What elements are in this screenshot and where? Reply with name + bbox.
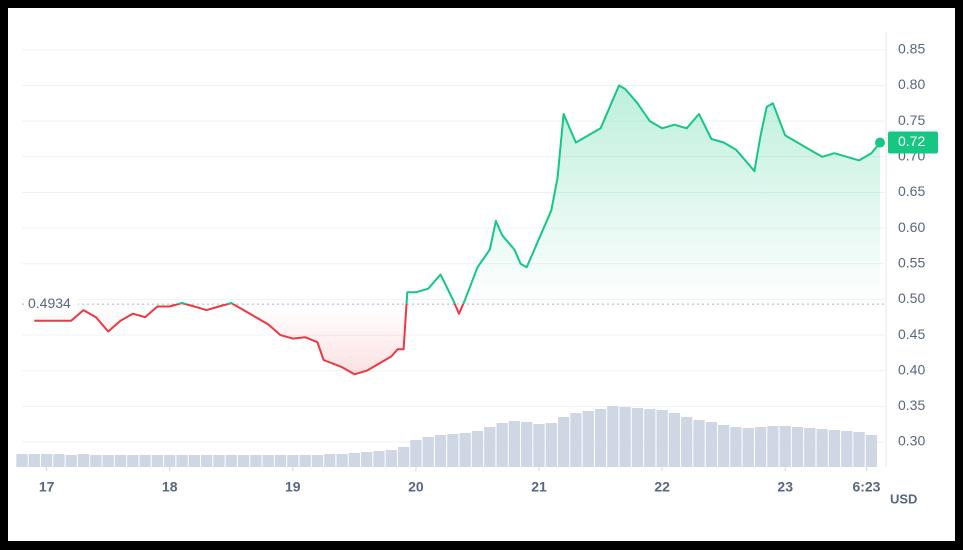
volume-bar (484, 427, 496, 467)
volume-bar (607, 406, 619, 467)
price-area (34, 85, 881, 375)
volume-bar (151, 455, 164, 467)
volume-bar (434, 435, 447, 467)
volume-bar (865, 435, 878, 467)
x-tick-label: 19 (285, 479, 301, 495)
price-tag (888, 131, 938, 154)
volume-bar (237, 455, 250, 467)
baseline-label-bg (24, 295, 78, 312)
volume-bar (545, 423, 557, 467)
y-tick-label: 0.35 (898, 397, 925, 413)
volume-bar (311, 455, 324, 467)
volume-bar (631, 408, 644, 467)
volume-bar (65, 455, 77, 467)
volume-bar (656, 410, 668, 467)
y-tick-label: 0.45 (898, 326, 925, 342)
volume-bar (816, 429, 828, 467)
volume-bar (447, 434, 459, 467)
volume-bar (521, 422, 533, 467)
x-tick-label: 22 (654, 479, 670, 495)
volume-bar (225, 455, 237, 467)
volume-bar (102, 455, 114, 467)
volume-bar (718, 425, 730, 467)
y-tick-label: 0.85 (898, 41, 925, 57)
volume-bar (693, 420, 705, 467)
volume-bar (496, 423, 508, 467)
volume-bar (201, 455, 213, 467)
volume-bar (28, 454, 40, 467)
volume-bar (250, 455, 262, 467)
volume-bar (176, 455, 188, 467)
volume-bar (619, 407, 631, 467)
volume-bar (754, 427, 767, 467)
volume-bar (767, 426, 779, 467)
volume-bar (385, 450, 397, 467)
y-tick-label: 0.55 (898, 254, 925, 270)
volume-bar (471, 431, 484, 467)
volume-bar (299, 455, 311, 467)
baseline-label: 0.4934 (28, 295, 71, 311)
volume-bar (77, 454, 90, 467)
volume-bar (324, 454, 336, 467)
volume-bar (361, 452, 373, 467)
volume-bar (730, 427, 742, 467)
volume-bar (791, 427, 804, 467)
volume-bar (410, 440, 422, 467)
volume-bar (373, 451, 385, 467)
volume-bar (287, 455, 299, 467)
x-tick-label: 20 (408, 479, 424, 495)
y-tick-label: 0.60 (898, 219, 925, 235)
x-tick-label: 6:23 (852, 479, 880, 495)
volume-bar (533, 424, 545, 467)
y-tick-label: 0.65 (898, 183, 925, 199)
volume-bar (508, 421, 521, 467)
y-tick-label: 0.75 (898, 112, 925, 128)
y-tick-label: 0.80 (898, 76, 925, 92)
volume-bar (459, 433, 471, 467)
volume-bar (841, 431, 853, 467)
x-tick-label: 21 (531, 479, 547, 495)
volume-bar (681, 417, 693, 467)
volume-bar (582, 411, 594, 467)
x-tick-label: 18 (162, 479, 178, 495)
volume-bar (558, 417, 570, 467)
volume-bar (828, 430, 841, 467)
volume-bar (139, 455, 151, 467)
volume-bar (262, 455, 274, 467)
price-tag-label: 0.72 (898, 133, 925, 149)
volume-bar (274, 455, 287, 467)
volume-bar (90, 455, 102, 467)
volume-bar (742, 428, 754, 467)
volume-bar (594, 409, 607, 467)
volume-bar (779, 426, 791, 467)
volume-bar (668, 413, 681, 467)
volume-bar (348, 453, 360, 467)
volume-bar (114, 455, 127, 467)
y-tick-label: 0.50 (898, 290, 925, 306)
volume-bar (188, 455, 200, 467)
volume-bar (570, 413, 582, 467)
volume-bar (53, 454, 65, 467)
y-tick-label: 0.30 (898, 433, 925, 449)
volume-bar (164, 455, 176, 467)
x-tick-label: 23 (777, 479, 793, 495)
volume-bar (397, 447, 410, 467)
volume-bar (853, 432, 865, 467)
volume-bar (336, 454, 348, 467)
x-tick-label: 17 (39, 479, 55, 495)
price-line (34, 84, 881, 376)
volume-bar (705, 422, 717, 467)
volume-bar (644, 409, 656, 467)
volume-bar (213, 455, 225, 467)
volume-bar (40, 454, 53, 467)
volume-bar (422, 437, 434, 467)
volume-bar (127, 455, 139, 467)
y-tick-label: 0.40 (898, 361, 925, 377)
y-unit: USD (890, 491, 917, 506)
volume-bar (16, 454, 28, 467)
volume-bar (804, 428, 816, 467)
last-price-dot (875, 137, 885, 148)
